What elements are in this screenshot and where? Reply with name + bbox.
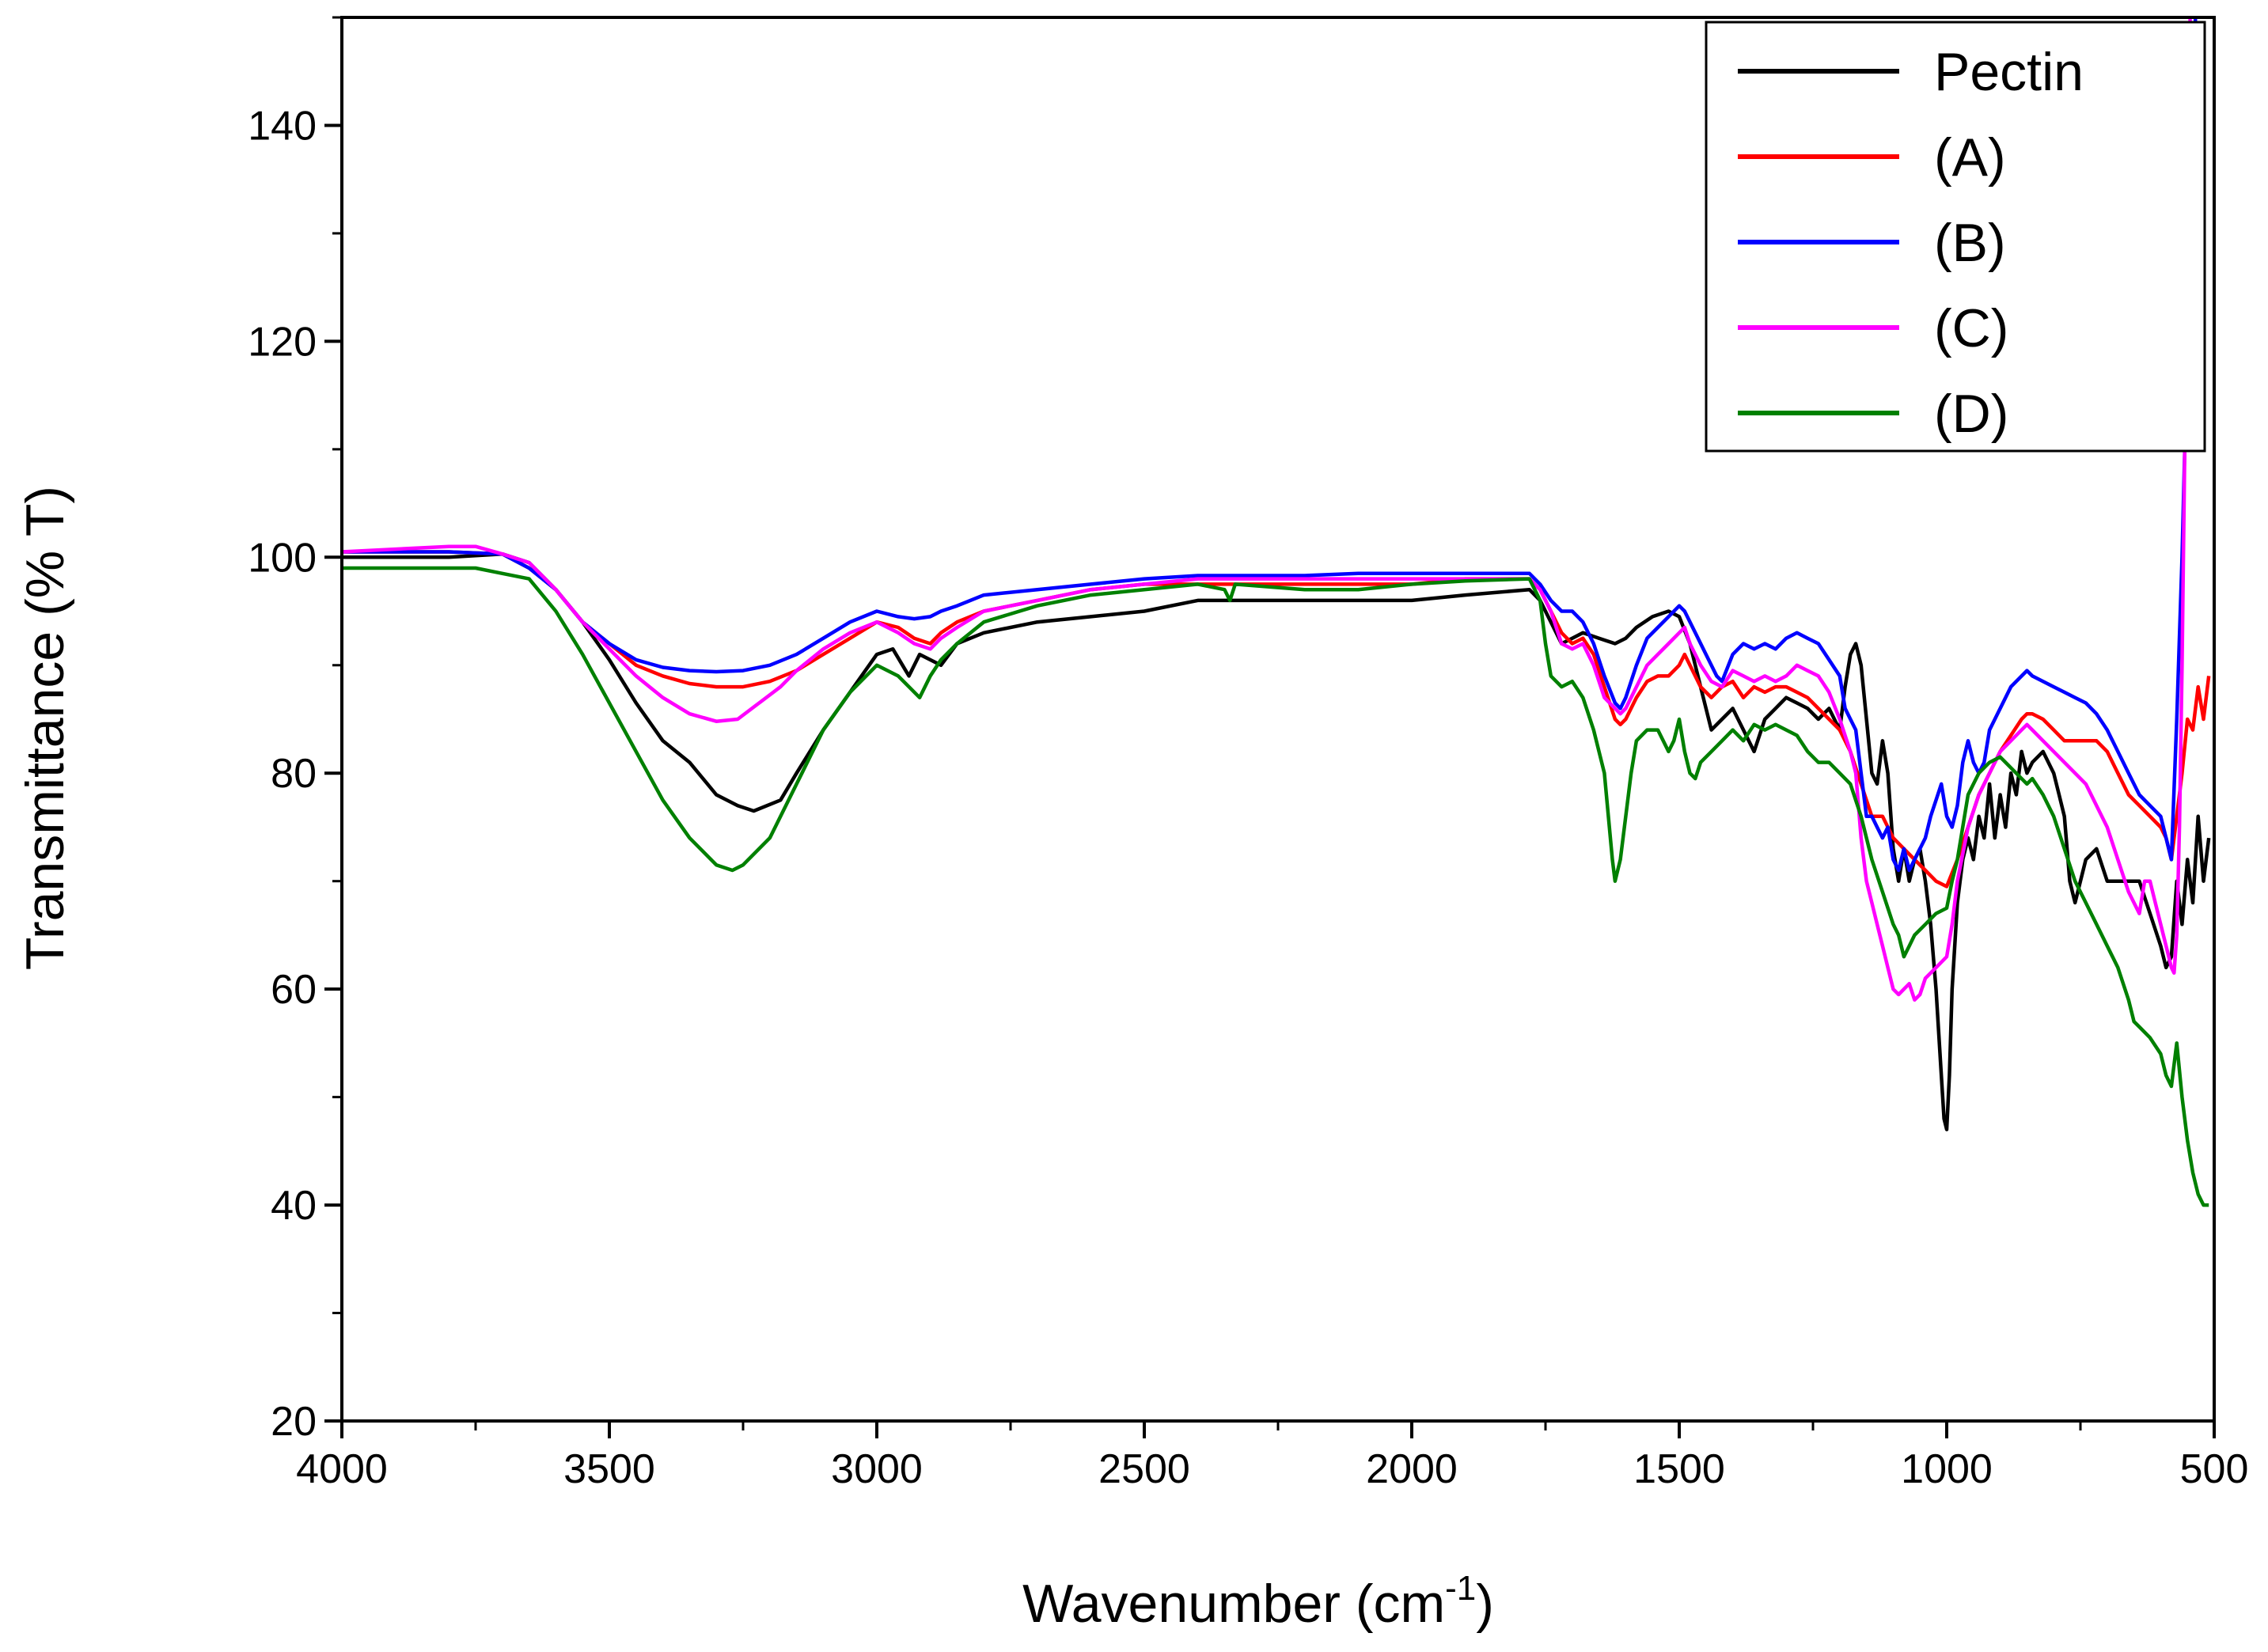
x-tick-label: 500 bbox=[2180, 1446, 2249, 1492]
legend: Pectin (A) (B) (C) (D) bbox=[1705, 21, 2206, 453]
x-axis-title-main: Wavenumber (cm bbox=[1022, 1574, 1445, 1634]
legend-label: (A) bbox=[1934, 127, 2006, 188]
y-tick-label: 40 bbox=[271, 1183, 317, 1229]
x-tick-label: 2500 bbox=[1098, 1446, 1190, 1492]
y-tick-label: 20 bbox=[271, 1399, 317, 1445]
x-tick-label: 3500 bbox=[563, 1446, 655, 1492]
x-axis-title-close: ) bbox=[1476, 1574, 1494, 1634]
y-tick-label: 120 bbox=[248, 319, 317, 365]
y-tick-label: 60 bbox=[271, 967, 317, 1013]
series-line-pectin bbox=[342, 551, 2211, 1131]
legend-label: (D) bbox=[1934, 384, 2008, 444]
y-axis-title: Transmittance (% T) bbox=[15, 486, 75, 970]
legend-label: (C) bbox=[1934, 298, 2008, 358]
y-tick-label: 100 bbox=[248, 535, 317, 581]
x-tick-label: 2000 bbox=[1366, 1446, 1458, 1492]
series-line-d bbox=[342, 566, 2209, 1207]
x-tick-label: 1000 bbox=[1901, 1446, 1993, 1492]
x-tick-label: 4000 bbox=[296, 1446, 388, 1492]
x-tick-label: 3000 bbox=[831, 1446, 923, 1492]
series-line-b bbox=[342, 17, 2198, 873]
ticks-layer: 4000 3500 3000 2500 2000 1500 1000 500 20 40 60 80 1… bbox=[248, 16, 2249, 1492]
plot-frame bbox=[340, 16, 2216, 1423]
y-tick-label: 80 bbox=[271, 751, 317, 797]
x-axis-title: Wavenumber (cm-1) bbox=[1022, 1569, 1494, 1634]
y-tick-label: 140 bbox=[248, 103, 317, 149]
x-axis-title-sup: -1 bbox=[1445, 1569, 1476, 1608]
legend-label: (B) bbox=[1934, 213, 2006, 273]
x-tick-label: 1500 bbox=[1633, 1446, 1725, 1492]
legend-label: Pectin bbox=[1934, 42, 2084, 102]
series-layer bbox=[342, 17, 2211, 1207]
series-line-c bbox=[342, 17, 2192, 1002]
series-line-a bbox=[342, 550, 2211, 889]
legend-box bbox=[1705, 21, 2206, 453]
